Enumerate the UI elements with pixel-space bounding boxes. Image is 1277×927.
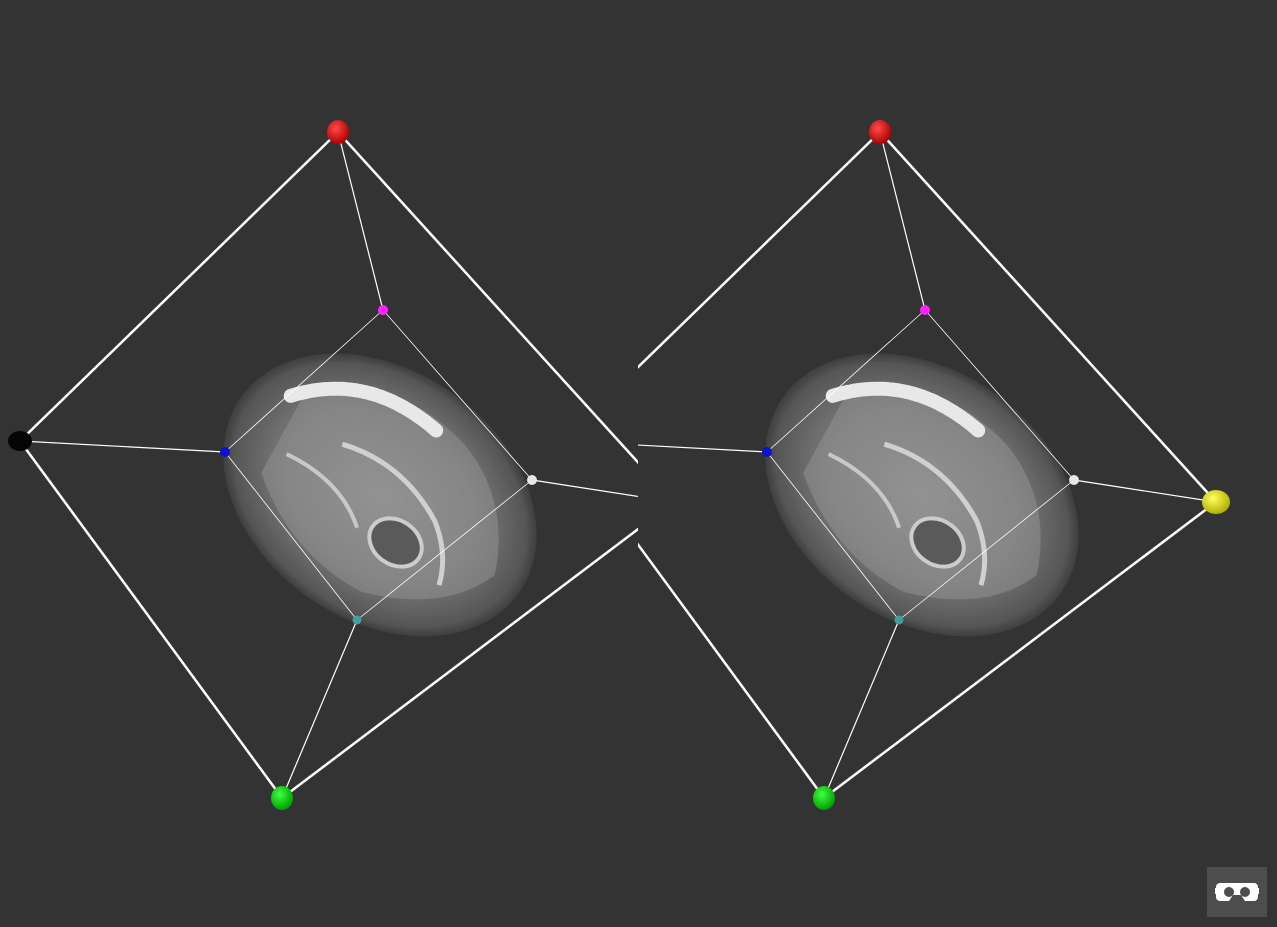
vr-button[interactable] bbox=[1207, 867, 1267, 917]
